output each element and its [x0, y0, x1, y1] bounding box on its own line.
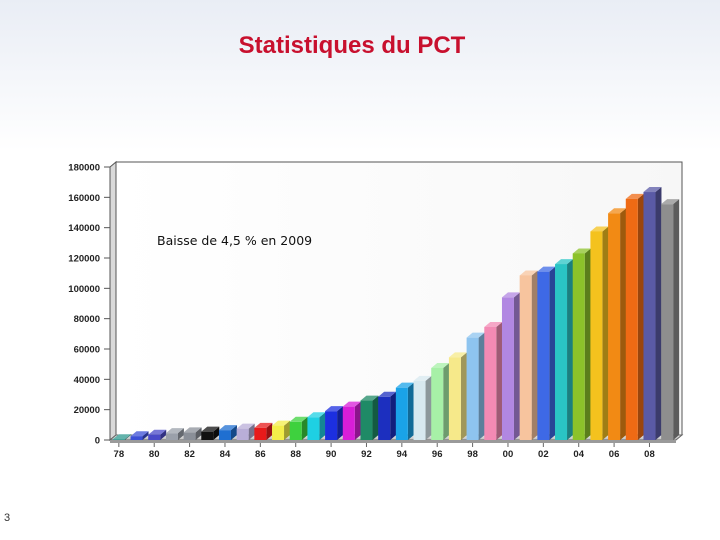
bar-1997 [448, 352, 467, 440]
x-tick-label: 78 [114, 449, 125, 460]
bar-1985 [236, 423, 255, 440]
bar-1979 [130, 431, 149, 440]
bar-1988 [289, 416, 308, 440]
bar-1994 [395, 382, 414, 440]
x-axis: 78 80 82 84 86 88 90 92 94 96 98 00 02 04 06 08 [114, 443, 655, 460]
bar-1990 [325, 406, 344, 440]
annotation-baisse-2009: Baisse de 4,5 % en 2009 [157, 233, 312, 248]
bar-2007 [625, 193, 644, 440]
bar-1982 [183, 427, 202, 440]
x-tick-label: 92 [361, 449, 372, 460]
bar-2002 [537, 266, 556, 440]
y-tick-label: 20000 [74, 405, 100, 416]
bar-2003 [555, 259, 574, 440]
x-tick-label: 80 [149, 449, 160, 460]
x-tick-label: 98 [467, 449, 478, 460]
x-tick-label: 86 [255, 449, 266, 460]
y-tick-label: 40000 [74, 375, 100, 386]
bar-1983 [201, 426, 220, 440]
bar-1978 [112, 434, 131, 440]
y-tick-label: 120000 [68, 254, 100, 265]
y-tick-label: 60000 [74, 345, 100, 356]
bar-2000 [501, 292, 520, 440]
x-tick-label: 94 [397, 449, 408, 460]
y-tick-label: 140000 [68, 223, 100, 234]
bar-1995 [413, 375, 432, 440]
x-tick-label: 90 [326, 449, 337, 460]
y-tick-label: 80000 [74, 314, 100, 325]
bar-1999 [484, 322, 503, 440]
bar-2006 [608, 208, 627, 440]
bar-1980 [148, 429, 167, 440]
slide-title: Statistiques du PCT [238, 32, 466, 59]
y-tick-label: 160000 [68, 193, 100, 204]
x-tick-label: 06 [609, 449, 620, 460]
y-axis: 0 20000 40000 60000 80000 100000 120000 140000 1… [68, 163, 110, 447]
bar-1984 [218, 425, 237, 440]
slide-number: 3 [4, 512, 11, 524]
x-tick-label: 02 [538, 449, 549, 460]
bar-1986 [254, 422, 273, 440]
bar-1992 [360, 395, 379, 440]
bar-1998 [466, 332, 485, 440]
bar-2005 [590, 226, 609, 440]
bars [112, 187, 680, 440]
y-tick-label: 100000 [68, 284, 100, 295]
x-tick-label: 84 [220, 449, 231, 460]
bar-2001 [519, 270, 538, 440]
x-tick-label: 00 [503, 449, 514, 460]
bar-2009 [661, 199, 680, 440]
bar-2004 [572, 248, 591, 440]
x-tick-label: 04 [573, 449, 584, 460]
bar-1989 [307, 412, 326, 440]
x-tick-label: 88 [290, 449, 301, 460]
y-tick-label: 180000 [68, 163, 100, 174]
bar-1996 [431, 362, 450, 440]
side-wall [109, 160, 117, 442]
x-tick-label: 08 [644, 449, 655, 460]
bar-1987 [272, 420, 291, 440]
bar-2008 [643, 187, 662, 440]
floor-edge [110, 440, 676, 443]
x-tick-label: 82 [184, 449, 195, 460]
bar-1981 [165, 428, 184, 440]
x-tick-label: 96 [432, 449, 443, 460]
bar-1993 [378, 391, 397, 440]
bar-1991 [342, 401, 361, 440]
y-tick-label: 0 [95, 436, 100, 447]
